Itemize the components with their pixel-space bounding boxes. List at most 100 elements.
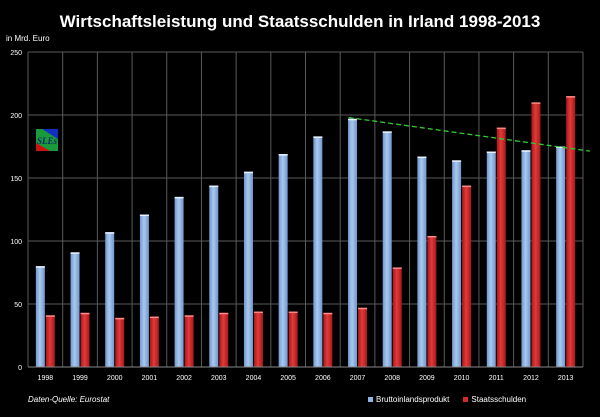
bar-debt xyxy=(149,316,159,367)
bar-bip xyxy=(556,146,566,367)
bar-debt xyxy=(80,312,90,367)
bar-cap xyxy=(115,317,125,320)
legend: Bruttoinlandsprodukt Staatsschulden xyxy=(368,395,526,404)
bar-bip xyxy=(452,160,462,367)
x-tick-label: 2010 xyxy=(454,375,470,382)
bar-cap xyxy=(278,154,288,156)
bar-bip xyxy=(70,252,80,367)
bar-cap xyxy=(149,316,159,319)
bar-cap xyxy=(531,102,541,104)
y-tick-label: 150 xyxy=(10,176,22,183)
bar-bip xyxy=(174,196,184,367)
bar-bip xyxy=(348,118,358,367)
bar-bip xyxy=(209,185,219,367)
bar-cap xyxy=(462,185,472,188)
y-tick-label: 200 xyxy=(10,113,22,120)
bar-debt xyxy=(427,235,437,367)
x-tick-label: 2001 xyxy=(142,375,158,382)
legend-item-debt: Staatsschulden xyxy=(463,395,526,404)
bar-debt xyxy=(462,185,472,367)
y-tick-label: 50 xyxy=(14,302,22,309)
bar-debt xyxy=(531,102,541,368)
bar-cap xyxy=(427,235,437,238)
x-tick-label: 1999 xyxy=(72,375,88,382)
bar-cap xyxy=(80,312,90,315)
bar-debt xyxy=(115,317,125,367)
bar-bip xyxy=(139,214,149,367)
bar-bip xyxy=(417,156,427,367)
x-tick-label: 2008 xyxy=(384,375,400,382)
legend-label-debt: Staatsschulden xyxy=(471,395,527,404)
bar-cap xyxy=(452,160,462,162)
x-tick-label: 2005 xyxy=(280,375,296,382)
bar-debt xyxy=(358,307,368,367)
bar-debt xyxy=(323,312,333,367)
bar-cap xyxy=(253,311,263,314)
bar-cap xyxy=(45,315,55,317)
data-source-note: Daten-Quelle: Eurostat xyxy=(28,395,110,404)
bar-cap xyxy=(184,315,194,317)
y-tick-label: 250 xyxy=(10,50,22,57)
bar-cap xyxy=(313,136,323,138)
bar-cap xyxy=(358,307,368,310)
bar-debt xyxy=(253,311,263,367)
bar-cap xyxy=(174,196,184,199)
legend-swatch-bip xyxy=(368,397,373,402)
x-tick-label: 1998 xyxy=(38,375,54,382)
bar-cap xyxy=(209,185,219,188)
bar-debt xyxy=(566,96,576,367)
trendline xyxy=(348,116,591,152)
x-tick-label: 2007 xyxy=(350,375,366,382)
bar-bip xyxy=(486,151,496,367)
bar-bip xyxy=(243,171,253,367)
x-tick-label: 2006 xyxy=(315,375,331,382)
bar-cap xyxy=(496,127,506,130)
bar-cap xyxy=(566,96,576,98)
x-tick-label: 2002 xyxy=(176,375,192,382)
y-tick-label: 100 xyxy=(10,239,22,246)
sles-logo: SLEs xyxy=(36,129,58,151)
bar-debt xyxy=(219,312,229,367)
x-tick-label: 2000 xyxy=(107,375,123,382)
bar-cap xyxy=(382,131,392,133)
bar-cap xyxy=(521,150,531,152)
x-tick-label: 2003 xyxy=(211,375,227,382)
y-axis-label: in Mrd. Euro xyxy=(6,34,50,43)
bar-cap xyxy=(556,146,566,148)
bar-cap xyxy=(70,252,80,254)
legend-swatch-debt xyxy=(463,397,469,402)
y-tick-label: 0 xyxy=(18,365,22,372)
bar-cap xyxy=(243,171,253,174)
bar-cap xyxy=(417,156,427,159)
bar-bip xyxy=(278,154,288,367)
bar-cap xyxy=(348,118,358,121)
bar-cap xyxy=(139,214,149,217)
x-tick-label: 2009 xyxy=(419,375,435,382)
x-tick-label: 2004 xyxy=(246,375,262,382)
bar-cap xyxy=(219,312,229,315)
bar-bip xyxy=(313,136,323,367)
bar-bip xyxy=(521,150,531,367)
bar-cap xyxy=(392,267,402,269)
bar-cap xyxy=(486,151,496,154)
bar-cap xyxy=(323,312,333,315)
svg-text:SLEs: SLEs xyxy=(37,136,58,146)
bar-bip xyxy=(105,232,115,367)
bar-debt xyxy=(288,311,298,367)
bar-debt xyxy=(45,315,55,367)
legend-label-bip: Bruttoinlandsprodukt xyxy=(376,395,450,404)
bar-debt xyxy=(392,267,402,367)
x-tick-label: 2011 xyxy=(489,375,504,382)
bar-bip xyxy=(35,266,45,367)
bar-cap xyxy=(105,232,115,234)
bar-cap xyxy=(35,266,45,268)
bar-cap xyxy=(288,311,298,314)
bar-debt xyxy=(184,315,194,367)
legend-item-bip: Bruttoinlandsprodukt xyxy=(368,395,449,404)
bar-debt xyxy=(496,127,506,367)
chart-title: Wirtschaftsleistung und Staatsschulden i… xyxy=(59,12,541,31)
bar-bip xyxy=(382,131,392,367)
x-tick-label: 2012 xyxy=(523,375,539,382)
x-tick-label: 2013 xyxy=(558,375,574,382)
